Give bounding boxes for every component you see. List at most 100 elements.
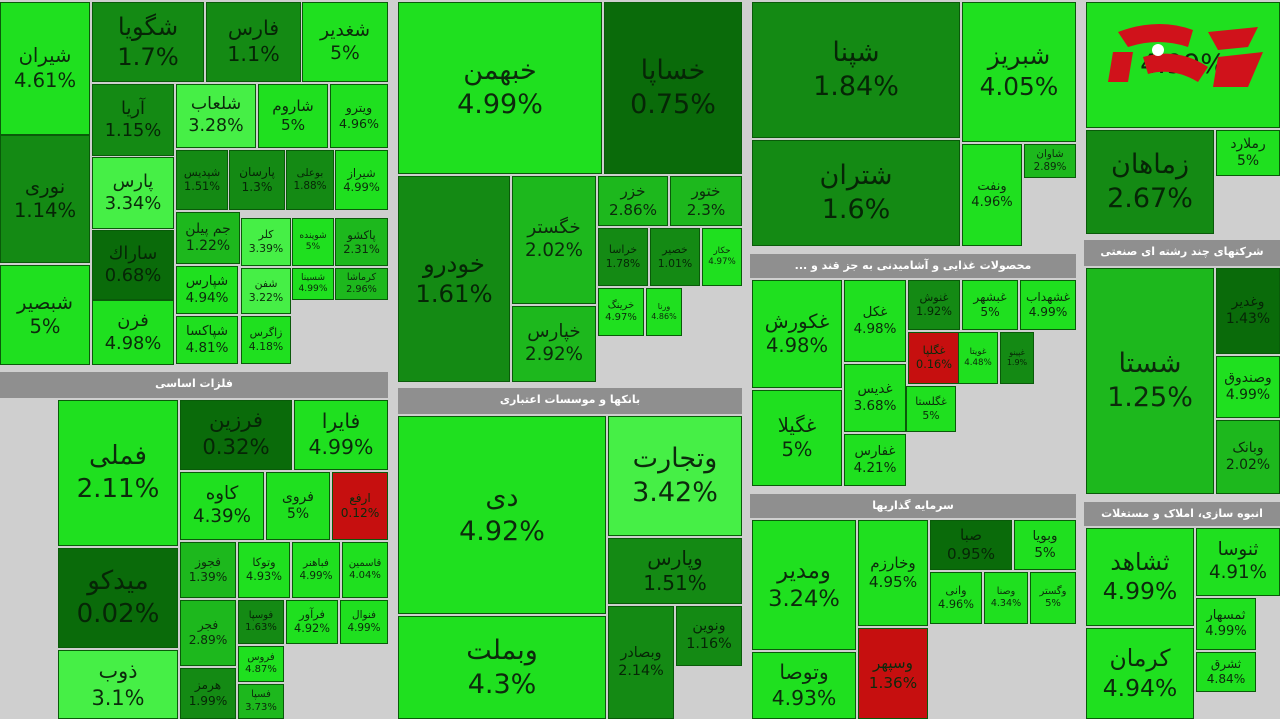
stock-cell: وبملت 4.3%: [398, 616, 606, 719]
stock-change: 3.34%: [104, 193, 162, 214]
stock-cell: فرن 4.98%: [92, 300, 174, 365]
stock-cell: نوری 1.14%: [0, 135, 90, 263]
stock-cell: خساپا 0.75%: [604, 2, 742, 174]
stock-symbol: ویترو: [345, 100, 373, 116]
stock-cell: غویتا 4.48%: [958, 332, 998, 384]
stock-change: 4.99%: [308, 435, 374, 459]
stock-symbol: خبهمن: [463, 55, 537, 87]
stock-cell: شوینده 5%: [292, 218, 334, 266]
stock-cell: فنوال 4.99%: [340, 600, 388, 644]
logo: [1108, 23, 1263, 87]
stock-symbol: ساراك: [108, 242, 158, 264]
stock-change: 0.16%: [916, 358, 952, 371]
stock-symbol: ورنا: [657, 302, 671, 311]
stock-symbol: غفارس: [854, 443, 896, 460]
stock-change: 1.6%: [821, 194, 891, 225]
stock-symbol: غبشهر: [973, 289, 1007, 304]
stock-change: 4.99%: [347, 622, 381, 634]
stock-cell: وانی 4.96%: [930, 572, 982, 624]
stock-change: 4.99%: [298, 284, 328, 294]
stock-symbol: وانی: [945, 583, 967, 597]
stock-change: 4.94%: [1102, 673, 1178, 702]
stock-change: 4.96%: [971, 195, 1013, 210]
stock-symbol: غگلستا: [915, 395, 947, 409]
stock-cell: شیران 4.61%: [0, 2, 90, 135]
stock-change: 0.02%: [76, 599, 160, 629]
stock-symbol: فوسپا: [248, 609, 274, 621]
stock-cell: وبصادر 2.14%: [608, 606, 674, 719]
stock-cell: خصیر 1.01%: [650, 228, 700, 286]
stock-change: 4.97%: [708, 257, 736, 267]
stock-change: 3.28%: [188, 116, 244, 136]
stock-cell: شپدیس 1.51%: [176, 150, 228, 210]
stock-cell: کرماشا 2.96%: [335, 268, 388, 300]
panel-header: بانکها و موسسات اعتباری: [398, 388, 742, 414]
stock-change: 4.48%: [964, 358, 992, 368]
stock-cell: غدیس 3.68%: [844, 364, 906, 432]
stock-symbol: رملارد: [1230, 135, 1266, 152]
stock-cell: فوسپا 1.63%: [238, 600, 284, 644]
stock-change: 5%: [29, 315, 61, 338]
stock-change: 1.61%: [415, 279, 493, 308]
stock-change: 3.42%: [632, 477, 718, 508]
stock-symbol: خگستر: [527, 217, 581, 239]
stock-change: 5%: [1045, 598, 1061, 609]
stock-cell: ثنوسا 4.91%: [1196, 528, 1280, 596]
stock-symbol: غنوش: [919, 290, 949, 304]
stock-cell: پارس 3.34%: [92, 157, 174, 229]
stock-change: 1.36%: [868, 673, 918, 692]
stock-cell: وپارس 1.51%: [608, 538, 742, 604]
stock-cell: شلعاب 3.28%: [176, 84, 256, 148]
stock-cell: ثشرق 4.84%: [1196, 652, 1256, 692]
stock-cell: غنوش 1.92%: [908, 280, 960, 330]
stock-change: 4.98%: [765, 334, 829, 357]
stock-symbol: وسپهر: [872, 654, 914, 673]
stock-symbol: وتوکا: [252, 555, 276, 569]
stock-cell: ثشاهد 4.99%: [1086, 528, 1194, 626]
stock-cell: غپینو 1.9%: [1000, 332, 1034, 384]
stock-cell: غشهداب 4.99%: [1020, 280, 1076, 330]
stock-change: 2.31%: [343, 242, 380, 256]
stock-symbol: فجوز: [195, 554, 221, 569]
stock-cell: زاگرس 4.18%: [241, 316, 291, 364]
stock-symbol: فملی: [89, 441, 147, 472]
stock-cell: وبانک 2.02%: [1216, 420, 1280, 494]
stock-change: 4.81%: [185, 340, 229, 356]
stock-cell: هرمز 1.99%: [180, 668, 236, 719]
stock-change: 3.22%: [248, 291, 284, 304]
stock-change: 3.68%: [853, 398, 897, 414]
stock-symbol: خپارس: [527, 321, 581, 343]
stock-cell: ختور 2.3%: [670, 176, 742, 226]
stock-change: 1.99%: [188, 693, 228, 708]
stock-change: 5%: [330, 43, 360, 64]
stock-change: 1.9%: [1006, 358, 1028, 367]
stock-cell: شاروم 5%: [258, 84, 328, 148]
stock-change: 4.95%: [868, 573, 918, 591]
stock-change: 1.39%: [188, 570, 228, 584]
stock-change: 2.02%: [525, 240, 583, 261]
stock-cell: شگویا 1.7%: [92, 2, 204, 82]
stock-change: 5%: [280, 116, 306, 134]
stock-change: 1.3%: [241, 180, 273, 194]
stock-cell: وتوصا 4.93%: [752, 652, 856, 719]
stock-cell: شفن 3.22%: [241, 268, 291, 314]
stock-change: 4.3%: [467, 668, 537, 700]
stock-symbol: کلر: [258, 228, 274, 242]
stock-symbol: حکار: [713, 246, 731, 257]
stock-symbol: شفن: [254, 277, 278, 291]
stock-change: 5%: [980, 305, 1000, 319]
stock-change: 1.25%: [1107, 382, 1193, 413]
stock-symbol: فایرا: [321, 409, 361, 434]
stock-symbol: شلعاب: [190, 94, 242, 115]
stock-change: 1.51%: [643, 571, 707, 595]
stock-cell: کرمان 4.94%: [1086, 628, 1194, 719]
stock-change: 1.1%: [227, 42, 280, 66]
stock-symbol: پارس: [112, 170, 154, 192]
stock-symbol: جم پیلن: [185, 220, 231, 237]
stock-symbol: صبا: [959, 526, 983, 545]
stock-cell: زماهان 2.67%: [1086, 130, 1214, 234]
stock-change: 5%: [781, 438, 813, 461]
stock-cell: خبهمن 4.99%: [398, 2, 602, 174]
stock-symbol: کاوه: [205, 483, 239, 505]
stock-symbol: شگویا: [117, 11, 179, 41]
